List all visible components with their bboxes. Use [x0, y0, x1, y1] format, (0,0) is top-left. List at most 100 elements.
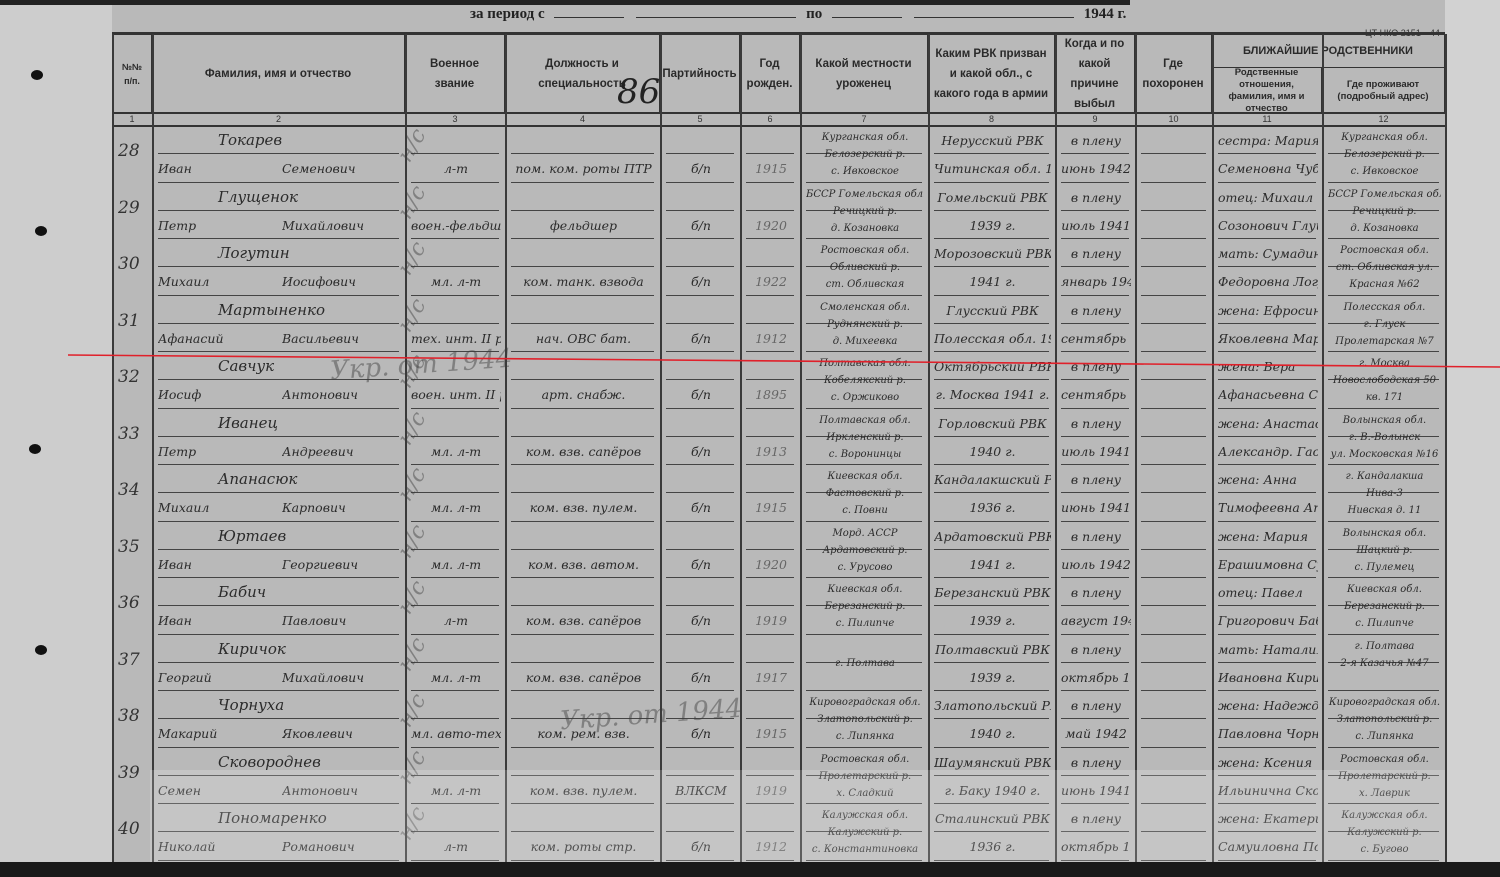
ruled-line	[511, 831, 654, 832]
ruled-line	[511, 775, 654, 776]
ruled-line	[1061, 662, 1129, 663]
loss-reason: в плену	[1070, 133, 1122, 148]
birthplace-line: Калужская обл.	[821, 810, 909, 821]
birthplace-line: Пролетарский р.	[818, 771, 912, 782]
ruled-line	[1141, 718, 1206, 719]
column-number-6: 6	[767, 114, 773, 124]
first-name: Петр	[158, 444, 197, 459]
address-line: с. Липянка	[1355, 731, 1414, 742]
address-line: Нива-3	[1366, 488, 1403, 499]
address-line: Волынская обл.	[1342, 415, 1427, 426]
ruled-line	[158, 238, 399, 239]
ruled-line	[934, 860, 1049, 861]
ruled-line	[1141, 379, 1206, 380]
ruled-line	[934, 803, 1049, 804]
position: фельдшер	[549, 218, 618, 233]
ruled-line	[511, 803, 654, 804]
ruled-line	[1328, 577, 1439, 578]
birthplace-line: ст. Обливская	[825, 279, 905, 290]
surname: Глущенок	[218, 188, 298, 206]
ruled-line	[934, 295, 1049, 296]
relative-name: Тимофеевна Апанасюк	[1218, 500, 1318, 515]
party-status: б/п	[691, 444, 711, 459]
ruled-line	[1061, 182, 1129, 183]
ruled-line	[1218, 577, 1316, 578]
first-name: Иван	[158, 613, 192, 628]
left-margin	[0, 0, 112, 877]
ruled-line	[1218, 690, 1316, 691]
ruled-line	[934, 210, 1049, 211]
column-header-11: Родственные отношения, фамилия, имя и от…	[1212, 67, 1322, 114]
ruled-line	[934, 464, 1049, 465]
loss-reason: в плену	[1070, 529, 1122, 544]
ruled-line	[1061, 718, 1129, 719]
birthplace-line: Полтавская обл.	[819, 358, 911, 369]
relative-name: Григорович Бабич	[1218, 613, 1318, 628]
ruled-line	[1218, 775, 1316, 776]
ruled-line	[1218, 408, 1316, 409]
record-number: 30	[118, 254, 140, 274]
birth-year: 1920	[755, 557, 787, 572]
period-line: за период с по 1944 г.	[470, 6, 1126, 23]
divider	[112, 112, 1445, 114]
address-line: Кировоградская обл.	[1328, 697, 1441, 708]
ruled-line	[806, 634, 922, 635]
ruled-line	[666, 803, 734, 804]
loss-date: сентябрь 1941	[1061, 387, 1131, 402]
ruled-line	[666, 351, 734, 352]
ruled-line	[158, 521, 399, 522]
ruled-line	[934, 634, 1049, 635]
birth-year: 1915	[755, 161, 787, 176]
ruled-line	[666, 266, 734, 267]
ruled-line	[1328, 379, 1439, 380]
military-rank: мл. л-т	[430, 274, 482, 289]
ruled-line	[158, 718, 399, 719]
patronymic: Андреевич	[282, 444, 354, 459]
address-line: Новослободская 50	[1332, 375, 1437, 386]
military-rank: мл. л-т	[430, 670, 482, 685]
column-number-12: 12	[1378, 114, 1389, 124]
ruled-line	[511, 747, 654, 748]
column-divider	[1445, 34, 1447, 862]
ruled-line	[746, 662, 794, 663]
address-line: Ростовская обл.	[1340, 754, 1429, 765]
military-rank: тех. инт. II р.	[411, 331, 501, 346]
surname: Пономаренко	[218, 809, 327, 827]
ruled-line	[511, 182, 654, 183]
ruled-line	[411, 577, 499, 578]
ruled-line	[934, 831, 1049, 832]
birthplace-line: Речицкий р.	[833, 206, 897, 217]
ruled-line	[746, 351, 794, 352]
position: ком. взв. автом.	[527, 557, 640, 572]
address-line: с. Пилипче	[1355, 618, 1414, 629]
relative-name: Ивановна Киричок	[1218, 670, 1318, 685]
party-status: б/п	[691, 387, 711, 402]
relative-relation: жена: Вера	[1218, 359, 1296, 374]
ruled-line	[746, 747, 794, 748]
ruled-line	[806, 210, 922, 211]
first-name: Михаил	[158, 500, 210, 515]
birthplace-line: Кировоградская обл.	[809, 697, 921, 708]
address-line: Речицкий р.	[1352, 206, 1417, 217]
birthplace-line: с. Оржиково	[830, 392, 900, 403]
relative-name: Семеновна Чубаркина	[1218, 161, 1318, 176]
ruled-line	[1218, 464, 1316, 465]
ruled-line	[934, 238, 1049, 239]
record-number: 28	[118, 141, 140, 161]
conscription-year: г. Москва 1941 г.	[935, 387, 1050, 402]
loss-reason: в плену	[1070, 303, 1122, 318]
punch-hole	[35, 226, 47, 236]
record-number: 37	[118, 649, 140, 670]
column-divider	[740, 34, 742, 862]
address-line: г. В.-Волынск	[1348, 432, 1421, 443]
ruled-line	[1218, 747, 1316, 748]
conscription-year: 1939 г.	[969, 218, 1016, 233]
birthplace-line: Фастовский р.	[825, 488, 905, 499]
ruled-line	[511, 295, 654, 296]
patronymic: Антонович	[282, 783, 358, 798]
ruled-line	[1328, 521, 1439, 522]
address-line: 2-я Казачья №47	[1340, 658, 1429, 669]
ruled-line	[1328, 295, 1439, 296]
ruled-line	[158, 408, 399, 409]
ruled-line	[806, 464, 922, 465]
